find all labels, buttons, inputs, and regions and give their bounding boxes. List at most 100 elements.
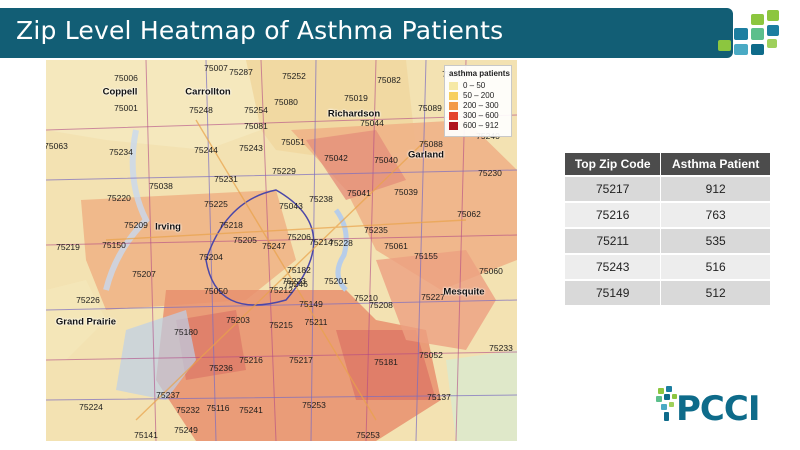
table-row: 75149 512	[565, 279, 770, 305]
zip-label: 75225	[204, 198, 228, 209]
column-header-zip: Top Zip Code	[565, 153, 662, 176]
zip-label: 75214	[309, 236, 333, 247]
zip-label: 75233	[489, 342, 513, 353]
city-label: Richardson	[327, 108, 381, 120]
zip-label: 75287	[229, 66, 253, 77]
zip-label: 75215	[269, 319, 293, 330]
zip-label: 75051	[281, 136, 305, 147]
zip-label: 75210	[354, 292, 378, 303]
zip-label: 75063	[46, 140, 68, 151]
legend-label: 50 – 200	[463, 91, 495, 100]
table-row: 75216 763	[565, 201, 770, 228]
city-label: Grand Prairie	[55, 316, 117, 328]
legend-swatch	[449, 81, 458, 90]
legend-swatch	[449, 121, 458, 130]
legend-label: 200 – 300	[463, 101, 499, 110]
zip-label: 75149	[299, 298, 323, 309]
zip-label: 75226	[76, 294, 100, 305]
pcci-mark-icon	[718, 10, 779, 55]
zip-label: 75204	[199, 251, 223, 262]
zip-label: 75243	[239, 142, 263, 153]
zip-label: 75231	[214, 173, 238, 184]
zip-label: 75180	[174, 326, 198, 337]
city-label: Irving	[155, 221, 181, 233]
zip-label: 75201	[324, 275, 348, 286]
zip-label: 75206	[287, 231, 311, 242]
zip-label: 75044	[360, 117, 384, 128]
zip-label: 75223	[282, 275, 306, 286]
zip-label: 75007	[204, 62, 228, 73]
zip-label: 75220	[107, 192, 131, 203]
zip-label: 75181	[374, 356, 398, 367]
zip-label: 75203	[226, 314, 250, 325]
zip-label: 75209	[124, 219, 148, 230]
zip-label: 75208	[369, 299, 393, 310]
zip-label: 75235	[364, 224, 388, 235]
heatmap[interactable]: 7500775287752527508275010750067524875080…	[46, 60, 517, 441]
zip-label: 75061	[384, 240, 408, 251]
patients-cell: 512	[660, 279, 770, 305]
column-header-patients: Asthma Patient	[660, 153, 770, 176]
city-label: Coppell	[102, 86, 138, 98]
zip-label: 75001	[114, 102, 138, 113]
zip-label: 75230	[478, 167, 502, 178]
zip-label: 75006	[114, 72, 138, 83]
legend-item: 600 – 912	[449, 121, 499, 130]
zip-label: 75236	[209, 362, 233, 373]
zip-label: 75229	[272, 165, 296, 176]
legend-title: asthma patients	[449, 69, 510, 78]
zip-label: 75254	[244, 104, 268, 115]
zip-label: 75042	[324, 152, 348, 163]
zip-label: 75219	[56, 241, 80, 252]
zip-label: 75040	[374, 154, 398, 165]
zip-label: 75060	[479, 265, 503, 276]
table-header-row: Top Zip Code Asthma Patient	[565, 153, 770, 176]
title-bar: Zip Level Heatmap of Asthma Patients	[0, 8, 733, 58]
zip-label: 75088	[419, 138, 443, 149]
zip-label: 75246	[284, 278, 308, 289]
zip-label: 75216	[239, 354, 263, 365]
zip-label: 75182	[287, 264, 311, 275]
legend-item: 0 – 50	[449, 81, 485, 90]
legend-label: 300 – 600	[463, 111, 499, 120]
zip-label: 75218	[219, 219, 243, 230]
top-zip-table: Top Zip Code Asthma Patient 75217 912 75…	[565, 153, 770, 305]
zip-label: 75234	[109, 146, 133, 157]
table-row: 75243 516	[565, 253, 770, 280]
zip-cell: 75216	[565, 201, 662, 228]
city-label: Mesquite	[443, 286, 485, 298]
zip-label: 75253	[356, 429, 380, 440]
city-label: Carrollton	[185, 86, 231, 98]
zip-label: 75080	[274, 96, 298, 107]
table-row: 75217 912	[565, 175, 770, 202]
zip-label: 75212	[269, 284, 293, 295]
legend-item: 50 – 200	[449, 91, 494, 100]
zip-label: 75081	[244, 120, 268, 131]
zip-label: 75137	[427, 391, 451, 402]
legend-swatch	[449, 101, 458, 110]
zip-label: 75237	[156, 389, 180, 400]
legend-swatch	[449, 91, 458, 100]
zip-label: 75244	[194, 144, 218, 155]
zip-label: 75141	[134, 429, 158, 440]
map-legend: asthma patients 0 – 50 50 – 200 200 – 30…	[444, 65, 512, 137]
zip-label: 75050	[204, 285, 228, 296]
zip-label: 75227	[421, 291, 445, 302]
zip-label: 75253	[302, 399, 326, 410]
zip-label: 75249	[174, 424, 198, 435]
zip-label: 75038	[149, 180, 173, 191]
zip-cell: 75149	[565, 279, 662, 305]
patients-cell: 912	[660, 175, 770, 202]
zip-label: 75224	[79, 401, 103, 412]
zip-label: 75205	[233, 234, 257, 245]
pcci-logo-icon	[656, 386, 677, 421]
legend-item: 300 – 600	[449, 111, 499, 120]
zip-label: 75019	[344, 92, 368, 103]
zip-label: 75082	[377, 74, 401, 85]
zip-label: 75238	[309, 193, 333, 204]
zip-label: 75150	[102, 239, 126, 250]
patients-cell: 763	[660, 201, 770, 228]
zip-label: 75052	[419, 349, 443, 360]
zip-label: 75211	[304, 316, 328, 327]
zip-label: 75247	[262, 240, 286, 251]
